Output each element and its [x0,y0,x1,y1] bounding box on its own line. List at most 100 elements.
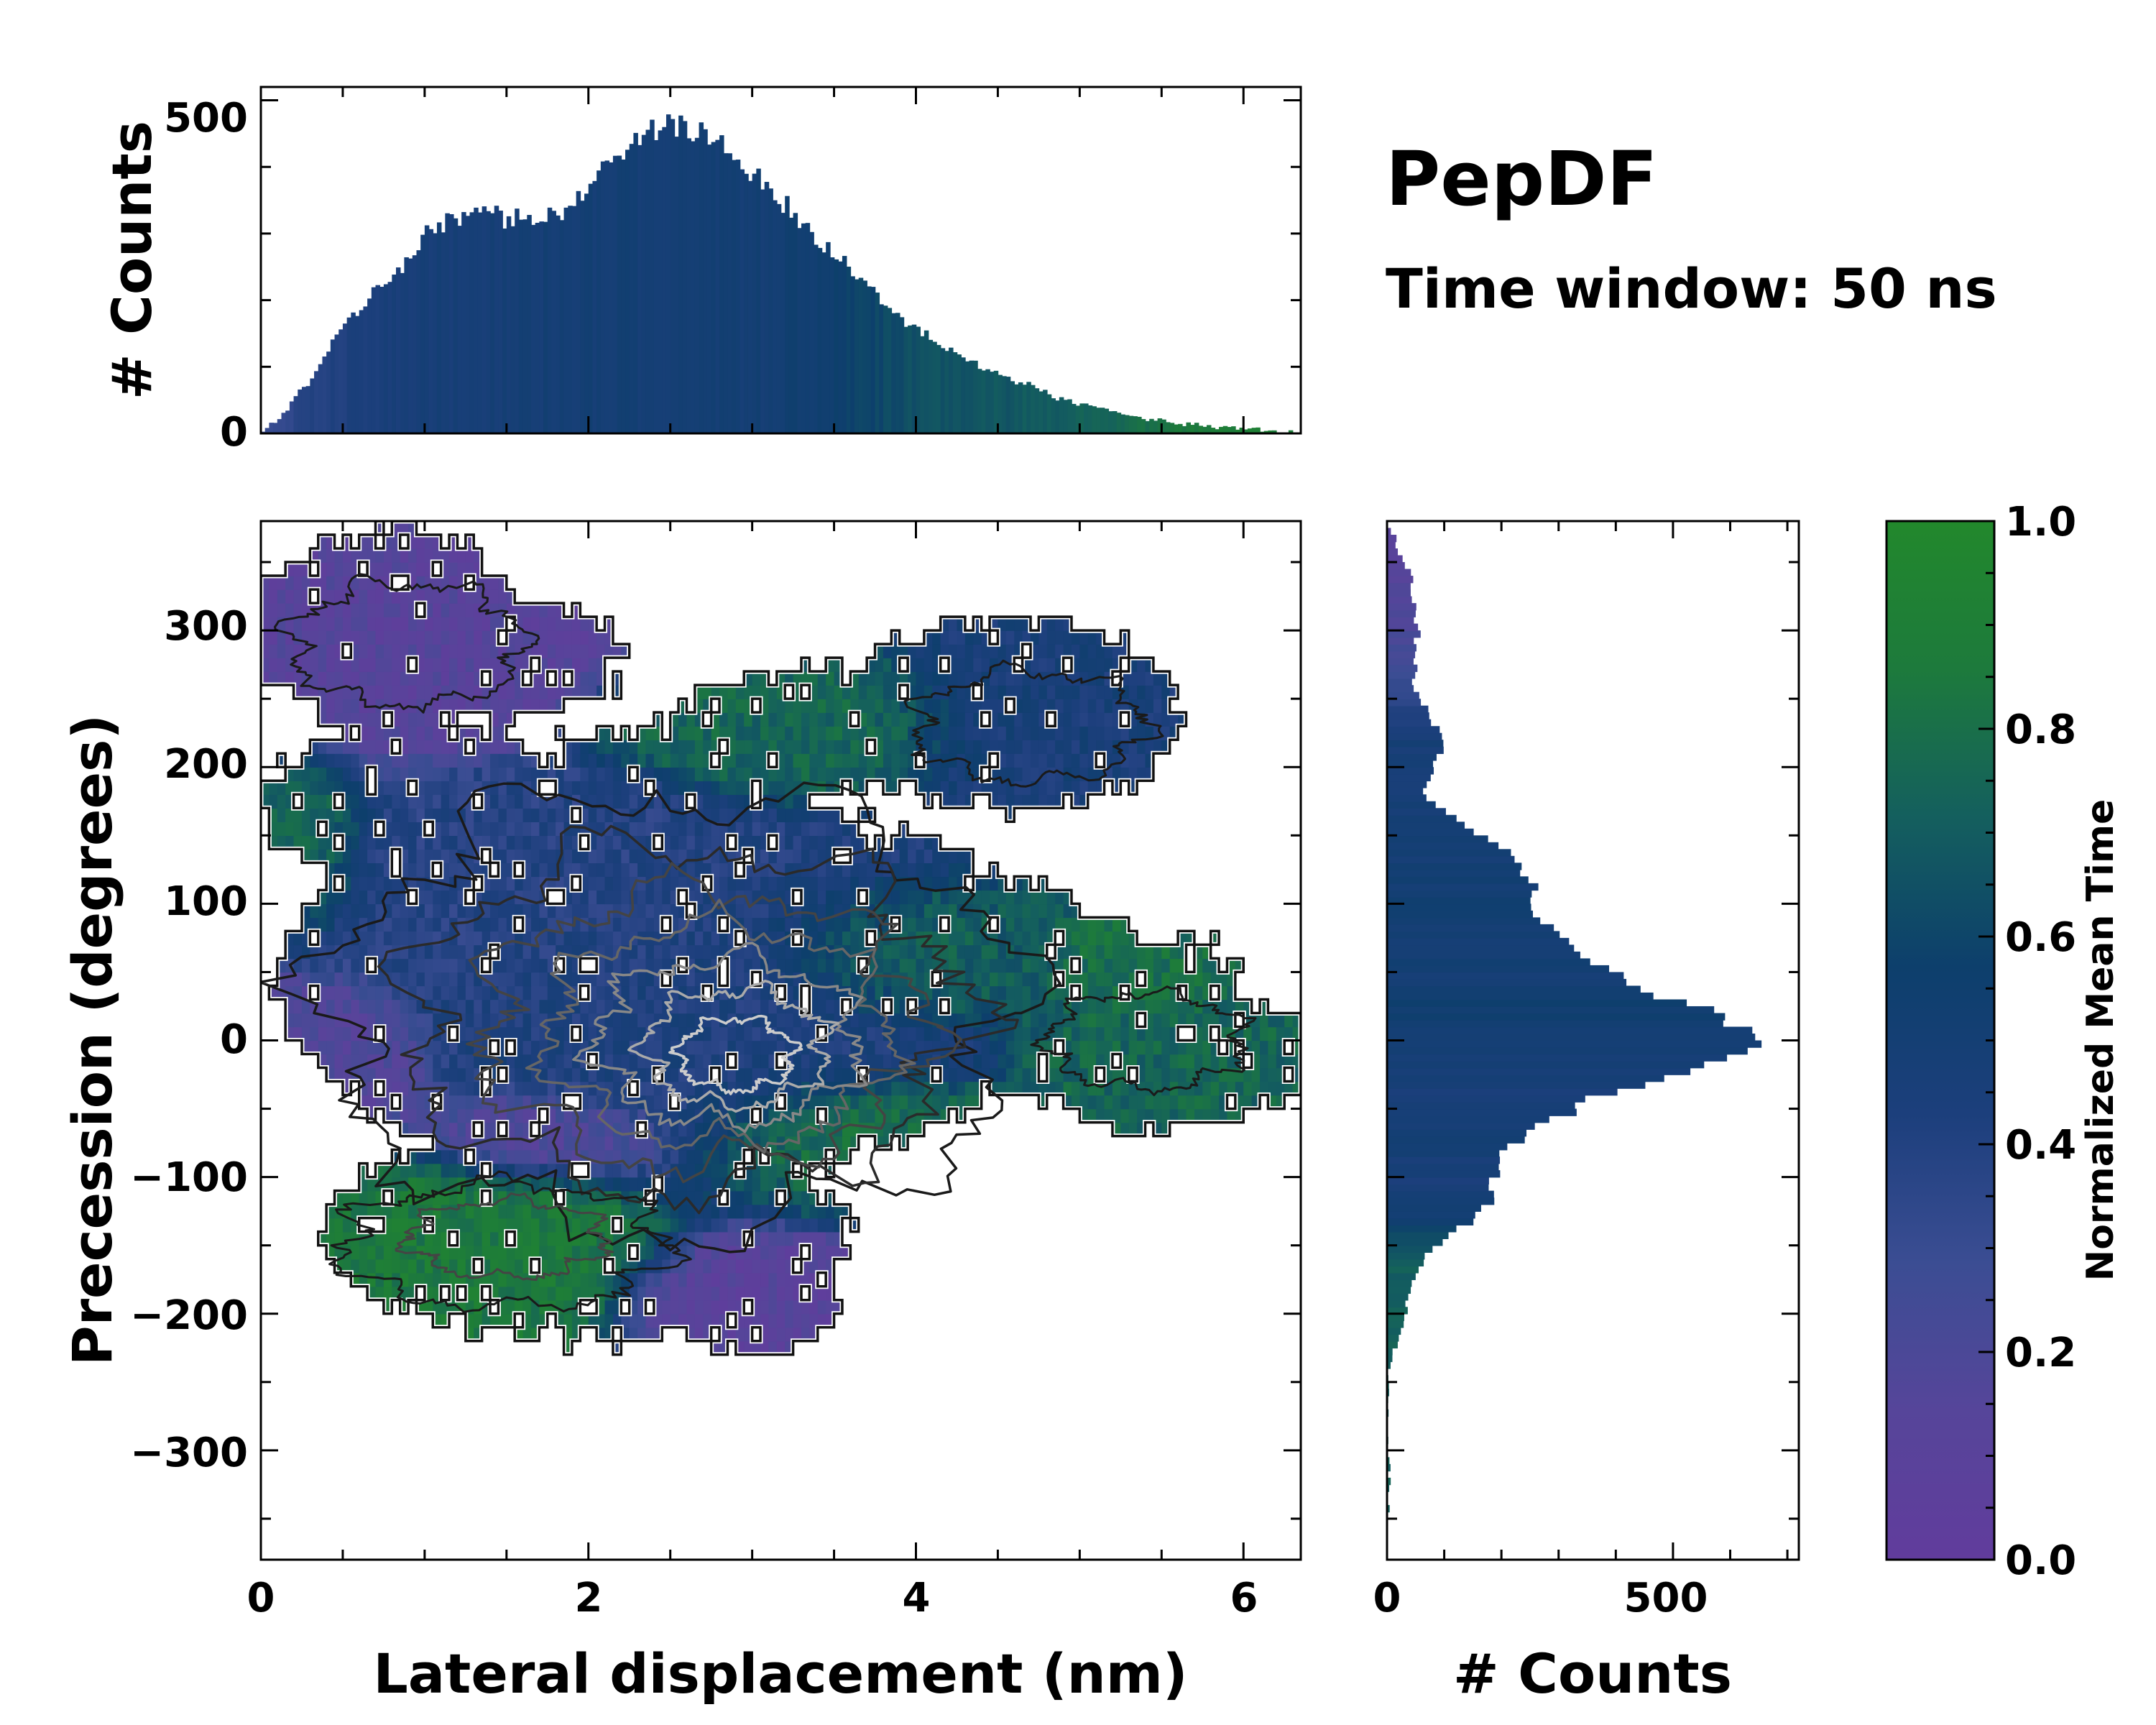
heatmap-cell [408,1013,418,1028]
heatmap-cell [449,1122,459,1137]
heatmap-cell [359,589,368,604]
heatmap-cell [793,944,802,960]
heatmap-cell [474,1095,483,1110]
heatmap-cell [1079,917,1089,932]
heatmap-cell [318,1026,327,1041]
heatmap-cell [1038,644,1048,658]
heatmap-cell [923,726,933,740]
heatmap-cell [571,1040,581,1055]
heatmap-cell [908,849,917,864]
heatmap-cell [342,931,352,946]
top-histogram-bar [756,168,761,433]
heatmap-cell [1227,1054,1236,1069]
heatmap-cell [826,712,835,727]
heatmap-cell [1276,1054,1285,1069]
heatmap-cell [1046,917,1056,932]
heatmap-cell [752,726,761,740]
heatmap-cell [457,972,466,987]
heatmap-cell [318,781,327,795]
heatmap-cell [416,958,425,973]
heatmap-cell [801,1040,811,1055]
heatmap-cell [318,671,327,686]
heatmap-cell [891,1095,900,1110]
heatmap-cell [768,699,778,713]
heatmap-cell [678,835,688,850]
heatmap-cell [1104,1108,1113,1123]
top-histogram-bar [1116,413,1122,433]
heatmap-cell [1153,999,1163,1014]
heatmap-cell [711,1026,720,1041]
heatmap-cell [326,890,336,905]
heatmap-cell [571,1149,581,1164]
heatmap-cell [506,972,515,987]
heatmap-cell [867,1040,876,1055]
heatmap-cell [474,1054,483,1069]
heatmap-cell [424,931,433,946]
top-histogram-bar [436,222,442,433]
heatmap-cell [834,944,843,960]
heatmap-cell [457,1095,466,1110]
heatmap-cell [515,944,524,960]
heatmap-cell [1087,699,1097,713]
heatmap-cell [342,985,352,1000]
heatmap-cell [334,1040,344,1055]
heatmap-cell [932,890,941,905]
heatmap-cell [367,890,377,905]
heatmap-cell [367,903,377,919]
heatmap-cell [629,822,638,837]
heatmap-cell [842,876,852,891]
figure-subtitle: Time window: 50 ns [1386,257,1997,321]
heatmap-cell [637,1231,647,1246]
heatmap-cell [490,1204,499,1219]
heatmap-cell [269,630,278,645]
heatmap-cell [621,985,630,1000]
heatmap-cell [1087,726,1097,740]
heatmap-cell [760,999,770,1014]
heatmap-cell [1071,1026,1081,1041]
heatmap-cell [1137,699,1146,713]
heatmap-cell [1022,903,1031,919]
heatmap-cell [1087,658,1097,672]
top-histogram-bar [482,206,487,433]
right-histogram-bar [1387,1054,1728,1062]
heatmap-cell [482,1108,491,1123]
top-histogram-bar [1145,420,1151,433]
top-histogram-bar [522,219,528,433]
heatmap-cell [1055,630,1064,645]
heatmap-cell [785,944,794,960]
heatmap-cell [449,1108,459,1123]
heatmap-cell [424,685,433,699]
heatmap-cell [678,726,688,740]
heatmap-cell [474,985,483,1000]
heatmap-cell [359,603,368,617]
heatmap-cell [940,1095,949,1110]
heatmap-cell [1284,1013,1294,1028]
heatmap-cell [703,1177,712,1192]
heatmap-cell [1194,1054,1203,1069]
heatmap-cell [571,1272,581,1287]
heatmap-cell [1071,767,1081,781]
heatmap-cell [678,1013,688,1028]
heatmap-cell [809,835,819,850]
heatmap-cell [424,903,433,919]
heatmap-cell [768,1272,778,1287]
heatmap-cell [1112,917,1122,932]
heatmap-cell [441,794,450,809]
heatmap-cell [482,767,491,781]
top-histogram-bar [371,287,377,433]
heatmap-cell [760,917,770,932]
heatmap-cell [612,849,622,864]
heatmap-cell [318,644,327,658]
heatmap-cell [457,603,466,617]
heatmap-cell [1038,1026,1048,1041]
heatmap-cell [883,726,893,740]
heatmap-cell [400,917,409,932]
heatmap-cell [367,917,377,932]
heatmap-cell [1145,1040,1154,1055]
heatmap-cell [817,1218,826,1233]
heatmap-cell [596,985,606,1000]
heatmap-cell [416,726,425,740]
heatmap-cell [908,944,917,960]
heatmap-cell [482,617,491,631]
heatmap-cell [899,753,908,768]
